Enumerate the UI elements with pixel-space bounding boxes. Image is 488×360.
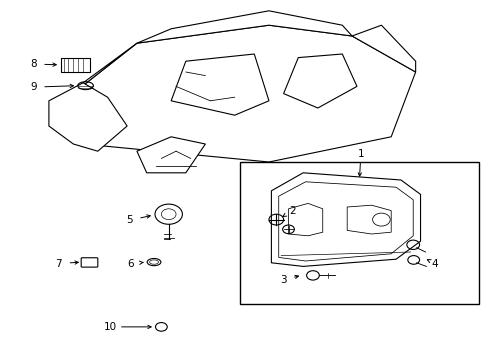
Text: 5: 5: [126, 215, 133, 225]
PathPatch shape: [351, 25, 415, 72]
PathPatch shape: [63, 25, 415, 162]
PathPatch shape: [137, 11, 351, 43]
Text: 8: 8: [30, 59, 37, 69]
Text: 1: 1: [357, 149, 364, 159]
PathPatch shape: [137, 137, 205, 173]
Text: 6: 6: [127, 258, 134, 269]
PathPatch shape: [271, 173, 420, 266]
FancyBboxPatch shape: [81, 258, 98, 267]
PathPatch shape: [49, 83, 127, 151]
Text: 7: 7: [55, 258, 62, 269]
PathPatch shape: [283, 54, 356, 108]
PathPatch shape: [63, 43, 137, 101]
Text: 9: 9: [30, 82, 37, 92]
Text: 3: 3: [280, 275, 286, 285]
PathPatch shape: [171, 54, 268, 115]
Bar: [61, 58, 90, 72]
Bar: [239, 162, 478, 304]
Text: 4: 4: [431, 258, 438, 269]
Text: 10: 10: [103, 322, 116, 332]
Text: 2: 2: [288, 206, 295, 216]
